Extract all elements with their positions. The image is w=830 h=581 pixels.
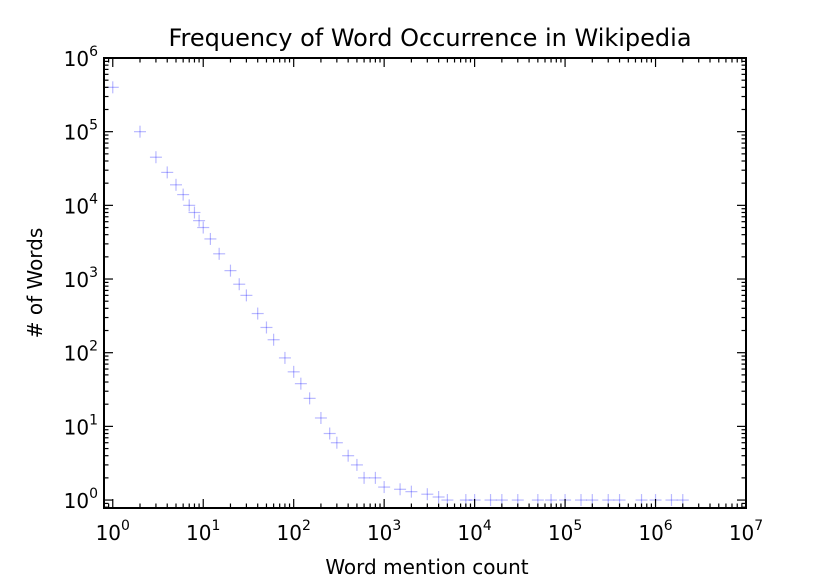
data-point: [183, 199, 196, 212]
tick-labels: 100 101 102 103 104 105 106 107 100 101 102 103 104 1…: [64, 44, 764, 545]
data-point: [169, 178, 182, 191]
y-tick-label: 102: [64, 339, 98, 366]
x-tick-label: 104: [457, 518, 491, 545]
data-point: [358, 471, 371, 484]
data-point: [394, 483, 407, 496]
chart-title: Frequency of Word Occurrence in Wikipedi…: [168, 24, 691, 52]
data-point: [213, 247, 226, 260]
data-point: [267, 333, 280, 346]
x-tick-label: 101: [186, 518, 220, 545]
y-tick-label: 101: [64, 412, 98, 439]
data-point: [161, 166, 174, 179]
x-tick-label: 107: [729, 518, 763, 545]
data-point: [193, 214, 206, 227]
data-point: [204, 232, 217, 245]
plot-frame: [103, 57, 747, 509]
data-point: [405, 485, 418, 498]
data-point: [224, 264, 237, 277]
data-point: [149, 151, 162, 164]
x-axis-label: Word mention count: [325, 555, 528, 579]
data-point: [133, 125, 146, 138]
data-point: [484, 494, 497, 507]
data-point: [287, 365, 300, 378]
data-points: [106, 81, 689, 507]
data-point: [197, 221, 210, 234]
data-point: [323, 427, 336, 440]
data-point: [350, 458, 363, 471]
data-point: [342, 449, 355, 462]
y-axis-label: # of Words: [23, 228, 47, 339]
data-point: [106, 81, 119, 94]
data-point: [421, 488, 434, 501]
y-tick-label: 103: [64, 265, 98, 292]
x-tick-label: 105: [548, 518, 582, 545]
data-point: [378, 481, 391, 494]
data-point: [575, 494, 588, 507]
data-point: [188, 206, 201, 219]
data-point: [233, 278, 246, 291]
data-point: [314, 411, 327, 424]
y-tick-label: 105: [64, 118, 98, 145]
data-point: [303, 392, 316, 405]
data-point: [369, 471, 382, 484]
data-point: [260, 321, 273, 334]
x-tick-label: 100: [96, 518, 130, 545]
x-tick-label: 102: [277, 518, 311, 545]
data-point: [240, 289, 253, 302]
data-point: [665, 494, 678, 507]
y-tick-label: 100: [64, 486, 98, 513]
data-point: [294, 377, 307, 390]
data-point: [330, 436, 343, 449]
data-point: [177, 188, 190, 201]
data-point: [278, 351, 291, 364]
x-tick-label: 103: [367, 518, 401, 545]
data-point: [251, 307, 264, 320]
x-tick-label: 106: [638, 518, 672, 545]
data-point: [432, 491, 445, 504]
y-tick-label: 104: [64, 191, 98, 218]
axis-ticks: [103, 57, 747, 508]
y-tick-label: 106: [64, 44, 98, 71]
